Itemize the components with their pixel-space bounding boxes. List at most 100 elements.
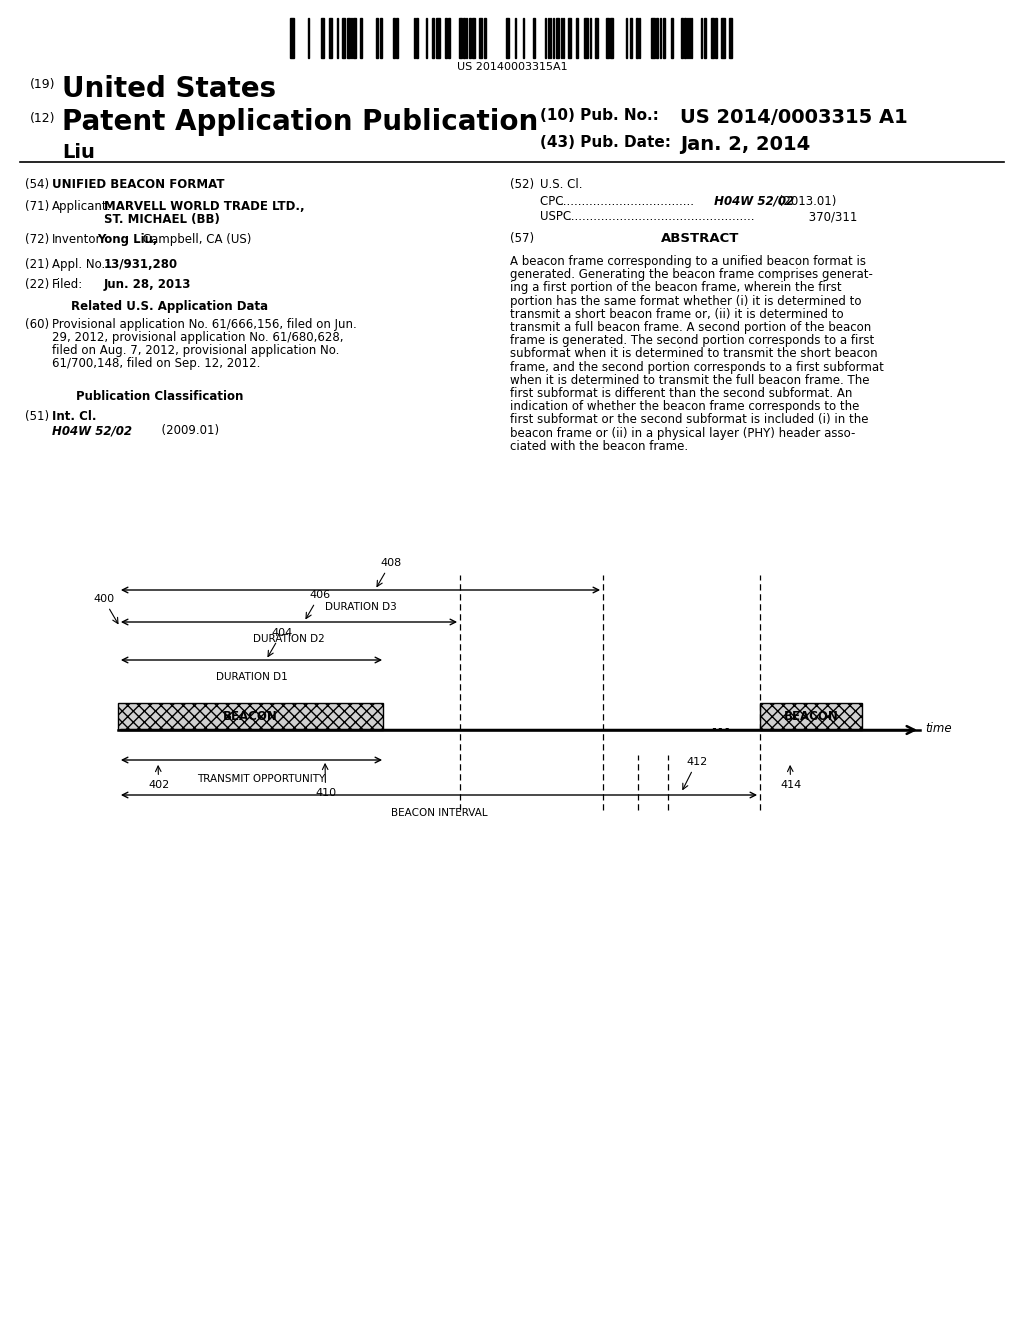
Bar — [469, 18, 471, 58]
Text: USPC: USPC — [540, 210, 574, 223]
Bar — [118, 704, 383, 730]
Text: ..................................................: ........................................… — [568, 210, 756, 223]
Text: beacon frame or (ii) in a physical layer (PHY) header asso-: beacon frame or (ii) in a physical layer… — [510, 426, 855, 440]
Text: (10) Pub. No.:: (10) Pub. No.: — [540, 108, 658, 123]
Text: Provisional application No. 61/666,156, filed on Jun.: Provisional application No. 61/666,156, … — [52, 318, 356, 331]
Text: 402: 402 — [148, 766, 169, 789]
Bar — [651, 18, 655, 58]
Text: transmit a full beacon frame. A second portion of the beacon: transmit a full beacon frame. A second p… — [510, 321, 871, 334]
Bar — [290, 18, 294, 58]
Bar — [711, 18, 714, 58]
Text: H04W 52/02: H04W 52/02 — [52, 424, 132, 437]
Text: (52): (52) — [510, 178, 535, 191]
Bar — [663, 18, 665, 58]
Text: time: time — [925, 722, 951, 734]
Text: (57): (57) — [510, 232, 535, 246]
Bar — [506, 18, 509, 58]
Text: (21): (21) — [25, 257, 49, 271]
Bar — [584, 18, 588, 58]
Bar — [630, 18, 632, 58]
Text: A beacon frame corresponding to a unified beacon format is: A beacon frame corresponding to a unifie… — [510, 255, 866, 268]
Bar — [463, 18, 465, 58]
Bar — [380, 18, 382, 58]
Text: 412: 412 — [683, 756, 708, 789]
Text: frame is generated. The second portion corresponds to a first: frame is generated. The second portion c… — [510, 334, 874, 347]
Text: (72): (72) — [25, 234, 49, 246]
Bar — [321, 18, 324, 58]
Text: ciated with the beacon frame.: ciated with the beacon frame. — [510, 440, 688, 453]
Bar — [715, 18, 717, 58]
Bar — [705, 18, 706, 58]
Bar — [760, 704, 862, 730]
Text: H04W 52/02: H04W 52/02 — [710, 195, 795, 209]
Text: (43) Pub. Date:: (43) Pub. Date: — [540, 135, 671, 150]
Text: transmit a short beacon frame or, (ii) it is determined to: transmit a short beacon frame or, (ii) i… — [510, 308, 844, 321]
Bar — [432, 18, 434, 58]
Bar — [556, 18, 559, 58]
Bar — [449, 18, 450, 58]
Text: 61/700,148, filed on Sep. 12, 2012.: 61/700,148, filed on Sep. 12, 2012. — [52, 356, 260, 370]
Text: MARVELL WORLD TRADE LTD.,: MARVELL WORLD TRADE LTD., — [104, 201, 304, 213]
Text: ing a first portion of the beacon frame, wherein the first: ing a first portion of the beacon frame,… — [510, 281, 842, 294]
Text: indication of whether the beacon frame corresponds to the: indication of whether the beacon frame c… — [510, 400, 859, 413]
Bar — [606, 18, 609, 58]
Text: ST. MICHAEL (BB): ST. MICHAEL (BB) — [104, 213, 220, 226]
Text: Appl. No.:: Appl. No.: — [52, 257, 110, 271]
Bar — [721, 18, 725, 58]
Bar — [376, 18, 378, 58]
Text: Patent Application Publication: Patent Application Publication — [62, 108, 539, 136]
Bar — [681, 18, 683, 58]
Text: (2009.01): (2009.01) — [124, 424, 219, 437]
Bar — [484, 18, 486, 58]
Text: 404: 404 — [268, 628, 292, 656]
Text: Int. Cl.: Int. Cl. — [52, 411, 96, 422]
Bar — [342, 18, 345, 58]
Text: US 2014/0003315 A1: US 2014/0003315 A1 — [680, 108, 907, 127]
Text: Jun. 28, 2013: Jun. 28, 2013 — [104, 279, 191, 290]
Text: DURATION D2: DURATION D2 — [253, 634, 325, 644]
Text: Related U.S. Application Data: Related U.S. Application Data — [72, 300, 268, 313]
Text: TRANSMIT OPPORTUNITY: TRANSMIT OPPORTUNITY — [198, 774, 326, 784]
Text: 410: 410 — [315, 764, 336, 799]
Text: Publication Classification: Publication Classification — [77, 389, 244, 403]
Bar — [534, 18, 535, 58]
Text: 408: 408 — [377, 558, 401, 586]
Text: U.S. Cl.: U.S. Cl. — [540, 178, 583, 191]
Text: DURATION D1: DURATION D1 — [216, 672, 288, 682]
Text: filed on Aug. 7, 2012, provisional application No.: filed on Aug. 7, 2012, provisional appli… — [52, 345, 339, 356]
Bar — [671, 18, 673, 58]
Bar — [636, 18, 638, 58]
Text: (19): (19) — [30, 78, 55, 91]
Bar — [396, 18, 398, 58]
Text: 400: 400 — [93, 594, 118, 623]
Text: Inventor:: Inventor: — [52, 234, 105, 246]
Text: frame, and the second portion corresponds to a first subformat: frame, and the second portion correspond… — [510, 360, 884, 374]
Text: generated. Generating the beacon frame comprises generat-: generated. Generating the beacon frame c… — [510, 268, 872, 281]
Bar — [568, 18, 571, 58]
Text: first subformat is different than the second subformat. An: first subformat is different than the se… — [510, 387, 852, 400]
Text: Applicant:: Applicant: — [52, 201, 112, 213]
Text: Liu: Liu — [62, 143, 95, 162]
Text: 29, 2012, provisional application No. 61/680,628,: 29, 2012, provisional application No. 61… — [52, 331, 343, 345]
Text: 414: 414 — [780, 766, 801, 789]
Text: Jan. 2, 2014: Jan. 2, 2014 — [680, 135, 810, 154]
Text: US 20140003315A1: US 20140003315A1 — [457, 62, 567, 73]
Bar — [416, 18, 418, 58]
Text: Yong Liu,: Yong Liu, — [97, 234, 158, 246]
Text: BEACON INTERVAL: BEACON INTERVAL — [391, 808, 487, 818]
Bar — [393, 18, 395, 58]
Bar — [459, 18, 462, 58]
Text: Campbell, CA (US): Campbell, CA (US) — [139, 234, 251, 246]
Text: 370/311: 370/311 — [805, 210, 857, 223]
Text: ...: ... — [710, 717, 730, 735]
Text: CPC: CPC — [540, 195, 567, 209]
Text: BEACON: BEACON — [223, 710, 278, 723]
Bar — [347, 18, 350, 58]
Text: (60): (60) — [25, 318, 49, 331]
Bar — [595, 18, 598, 58]
Bar — [445, 18, 447, 58]
Bar — [656, 18, 658, 58]
Text: (54): (54) — [25, 178, 49, 191]
Text: portion has the same format whether (i) it is determined to: portion has the same format whether (i) … — [510, 294, 861, 308]
Text: DURATION D3: DURATION D3 — [325, 602, 396, 612]
